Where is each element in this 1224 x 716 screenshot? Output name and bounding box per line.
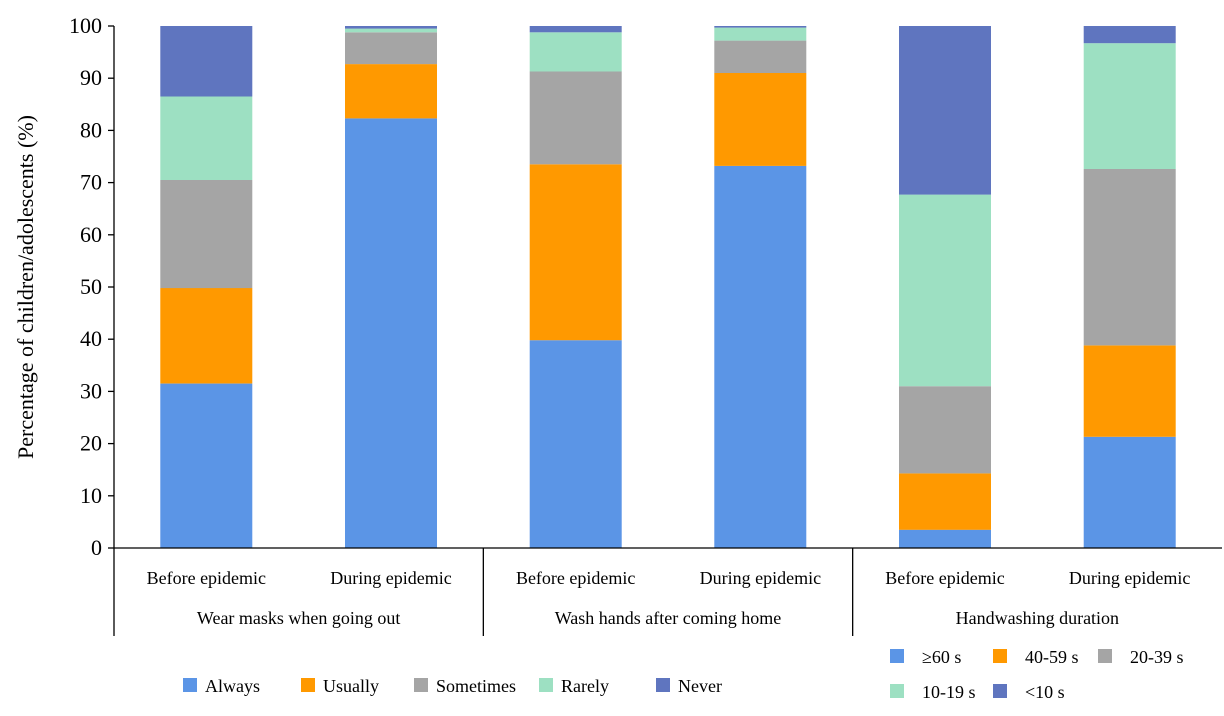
bar-segment-4-1 (899, 473, 991, 530)
category-label-5: During epidemic (1069, 568, 1190, 588)
legend-a-label-0: Always (205, 676, 260, 696)
legend-b-label-4: <10 s (1025, 682, 1065, 702)
y-tick-label-90: 90 (80, 65, 102, 90)
legend-b-swatch-1 (993, 649, 1007, 663)
legend-b-label-3: 10-19 s (922, 682, 976, 702)
legend-b-label-0: ≥60 s (922, 647, 961, 667)
bar-segment-3-2 (714, 40, 807, 73)
y-tick-label-20: 20 (80, 431, 102, 456)
legend-a-label-4: Never (678, 676, 722, 696)
category-label-0: Before epidemic (147, 568, 266, 588)
category-label-3: During epidemic (700, 568, 821, 588)
legend-a-swatch-3 (539, 678, 553, 692)
bar-segment-1-0 (345, 118, 437, 549)
legend-a-swatch-1 (301, 678, 315, 692)
bar-segment-5-0 (1083, 436, 1176, 548)
group-label-2: Handwashing duration (956, 608, 1119, 628)
bar-segment-3-1 (714, 73, 807, 166)
group-label-0: Wear masks when going out (197, 608, 401, 628)
legend-a-swatch-0 (183, 678, 197, 692)
legend-b-swatch-2 (1098, 649, 1112, 663)
bar-segment-0-4 (160, 26, 253, 97)
bar-segment-0-3 (160, 96, 253, 180)
bar-segment-1-2 (345, 32, 437, 65)
bar-segment-3-0 (714, 165, 807, 548)
y-tick-label-0: 0 (91, 535, 102, 560)
bar-segment-3-4 (714, 26, 807, 28)
category-label-4: Before epidemic (885, 568, 1004, 588)
group-label-1: Wash hands after coming home (555, 608, 782, 628)
bar-segment-4-3 (899, 194, 991, 387)
category-label-1: During epidemic (330, 568, 451, 588)
legend-a-swatch-4 (656, 678, 670, 692)
bar-segment-5-1 (1083, 345, 1176, 437)
bar-segment-2-1 (529, 164, 622, 341)
bar-segment-4-4 (899, 26, 991, 195)
bar-segment-1-4 (345, 26, 437, 29)
legend-a-label-1: Usually (323, 676, 379, 696)
legend-a-label-3: Rarely (561, 676, 609, 696)
bar-segment-2-0 (529, 340, 622, 548)
bar-segment-5-4 (1083, 26, 1176, 44)
legend-b-swatch-4 (993, 684, 1007, 698)
legend-b-label-1: 40-59 s (1025, 647, 1079, 667)
legend-b-swatch-0 (890, 649, 904, 663)
bar-segment-5-2 (1083, 169, 1176, 346)
legend-layer: Always Usually Sometimes Rarely Never ≥60 s 40… (183, 647, 1184, 702)
legend-b-label-2: 20-39 s (1130, 647, 1184, 667)
bar-segment-2-4 (529, 26, 622, 33)
y-tick-label-30: 30 (80, 378, 102, 403)
y-tick-label-50: 50 (80, 274, 102, 299)
bar-segment-4-2 (899, 386, 991, 474)
bar-segment-0-0 (160, 383, 253, 548)
y-tick-label-10: 10 (80, 483, 102, 508)
bar-segment-1-3 (345, 28, 437, 33)
labels-layer: Percentage of children/adolescents (%) Be… (13, 115, 1190, 628)
axes-layer: 0 10 20 30 40 50 60 70 80 90 100 (69, 13, 1222, 636)
bar-segment-1-1 (345, 64, 437, 119)
y-tick-label-70: 70 (80, 170, 102, 195)
bar-segment-3-3 (714, 27, 807, 41)
y-tick-label-60: 60 (80, 222, 102, 247)
bar-segment-4-0 (899, 529, 991, 548)
y-tick-label-80: 80 (80, 117, 102, 142)
bar-segment-0-2 (160, 180, 253, 289)
bar-segment-5-3 (1083, 43, 1176, 170)
bar-segment-2-2 (529, 71, 622, 165)
y-tick-label-100: 100 (69, 13, 102, 38)
legend-a-swatch-2 (414, 678, 428, 692)
legend-b-swatch-3 (890, 684, 904, 698)
bar-segment-0-1 (160, 288, 253, 384)
bar-segment-2-3 (529, 32, 622, 72)
category-label-2: Before epidemic (516, 568, 635, 588)
bars-layer (160, 26, 1176, 549)
y-axis-title: Percentage of children/adolescents (%) (13, 115, 38, 459)
y-tick-label-40: 40 (80, 326, 102, 351)
legend-a-label-2: Sometimes (436, 676, 516, 696)
